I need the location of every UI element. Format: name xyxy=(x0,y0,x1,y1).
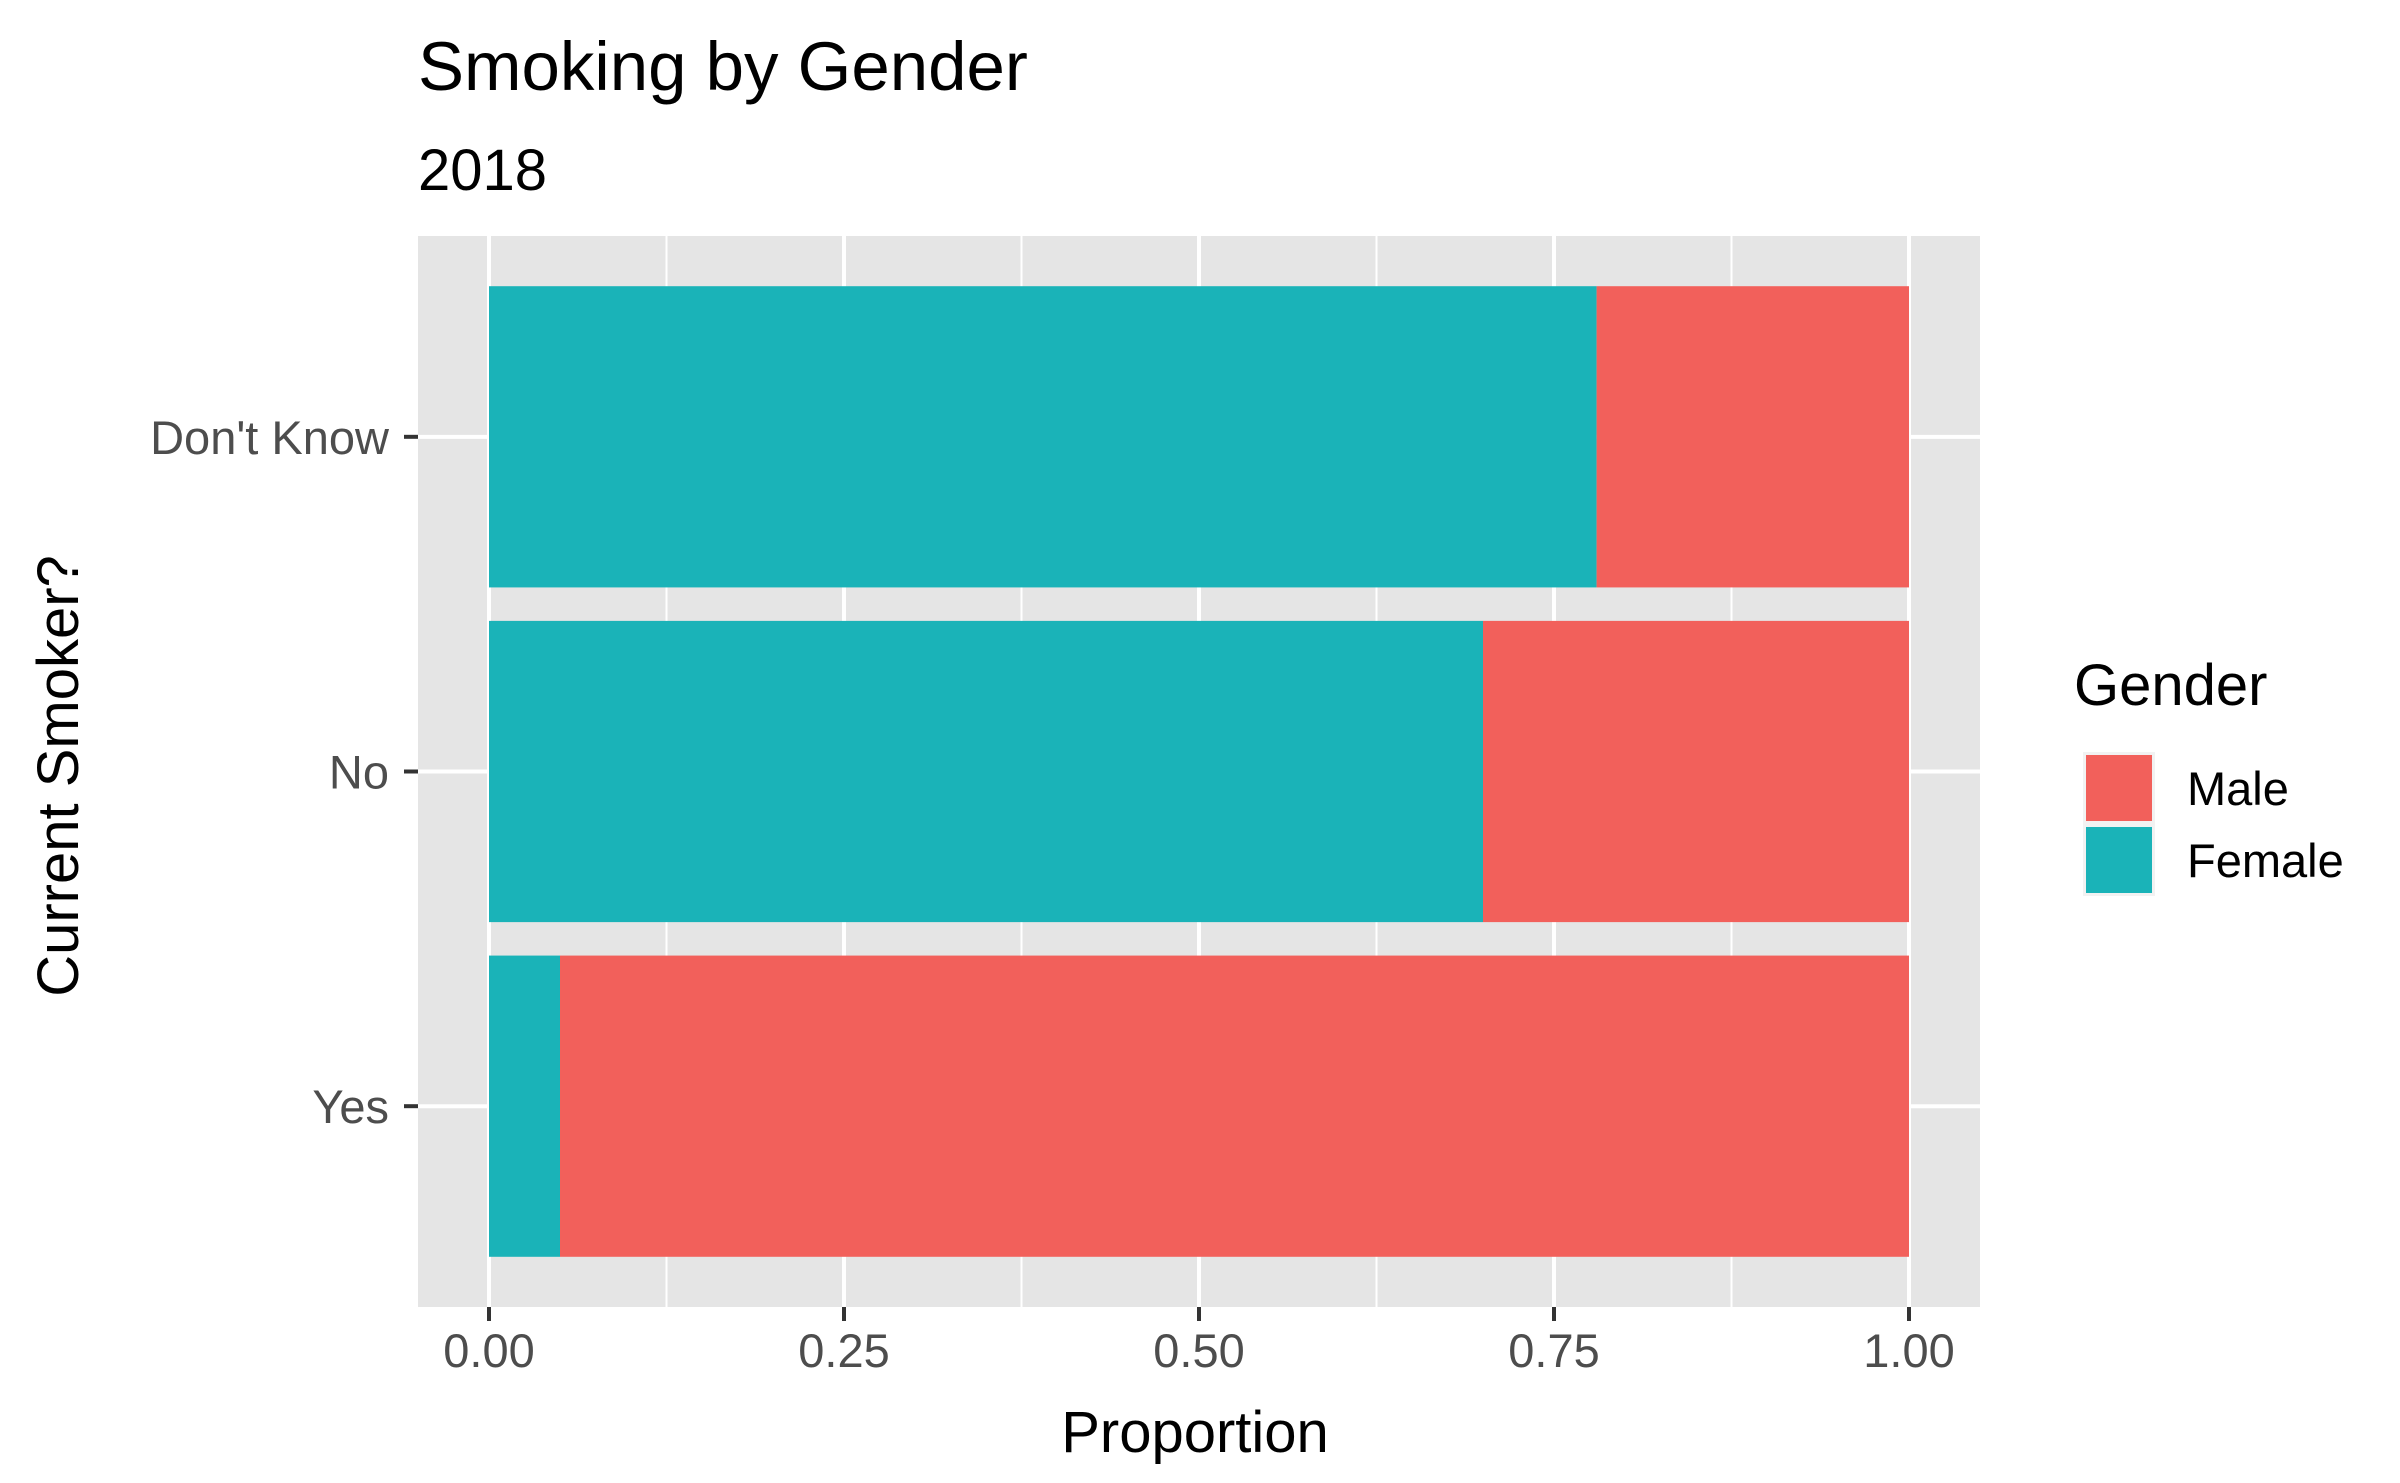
x-axis: 0.00 0.25 0.50 0.75 1.00 xyxy=(443,1307,1955,1377)
y-axis-title: Current Smoker? xyxy=(26,555,91,997)
bar-female-don-t-know xyxy=(489,286,1597,588)
bar-female-no xyxy=(489,620,1483,923)
x-tick-label: 1.00 xyxy=(1863,1324,1954,1377)
chart-subtitle: 2018 xyxy=(418,138,547,203)
y-tick-label: Yes xyxy=(312,1080,389,1133)
y-axis: Don't Know No Yes xyxy=(150,411,418,1133)
legend-swatch-male xyxy=(2086,755,2152,821)
legend-swatch-female xyxy=(2086,827,2152,893)
bar-male-don-t-know xyxy=(1596,286,1909,588)
x-tick-label: 0.25 xyxy=(798,1324,889,1377)
legend-label-female: Female xyxy=(2187,834,2344,887)
bar-male-yes xyxy=(560,955,1909,1257)
legend: Gender Male Female xyxy=(2074,653,2344,896)
bar-male-no xyxy=(1483,620,1909,923)
x-axis-title: Proportion xyxy=(1061,1400,1329,1465)
y-tick-label: No xyxy=(329,746,389,799)
x-tick-label: 0.50 xyxy=(1153,1324,1244,1377)
legend-label-male: Male xyxy=(2187,762,2289,815)
x-tick-label: 0.00 xyxy=(443,1324,534,1377)
y-tick-label: Don't Know xyxy=(150,411,390,464)
legend-title: Gender xyxy=(2074,653,2267,718)
chart-title: Smoking by Gender xyxy=(418,28,1028,105)
bar-female-yes xyxy=(489,955,560,1257)
bars xyxy=(489,286,1909,1257)
x-tick-label: 0.75 xyxy=(1508,1324,1599,1377)
